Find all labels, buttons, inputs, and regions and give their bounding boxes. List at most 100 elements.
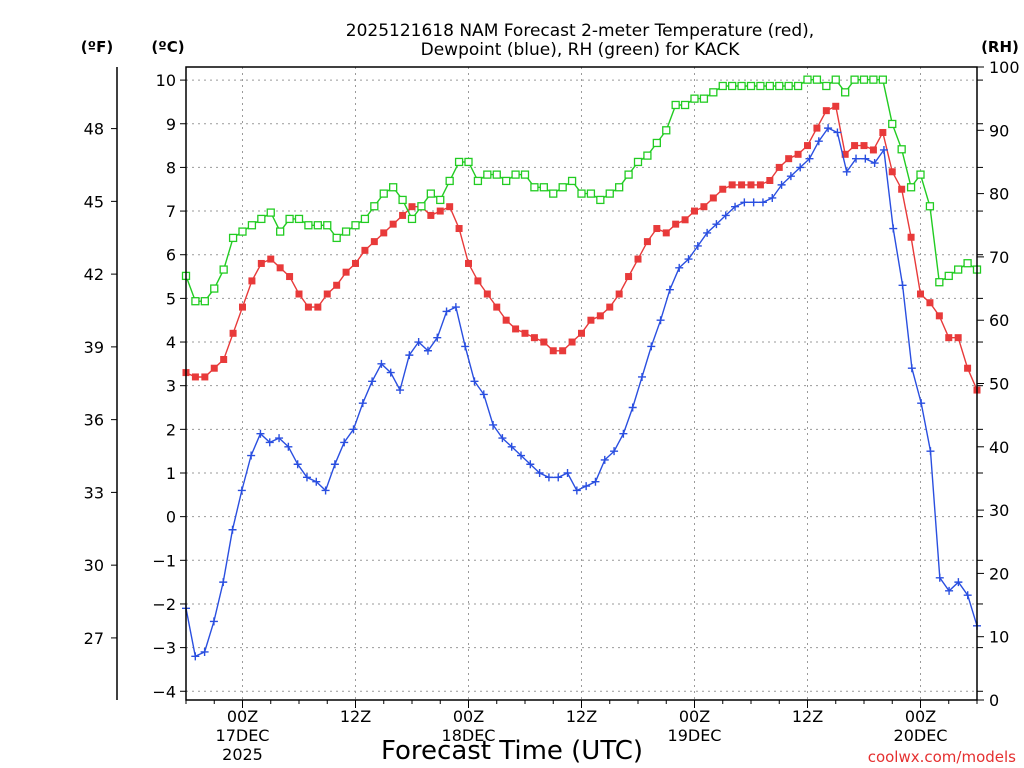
rh-point [379,189,388,198]
dewpoint-point [824,124,833,133]
dewpoint-point [740,198,749,207]
celsius-tick-label: −1 [152,551,176,570]
dewpoint-point [935,573,944,582]
rh-point [370,202,379,211]
temperature-point [738,181,746,189]
fahrenheit-tick-label: 27 [84,629,104,648]
fahrenheit-unit-label: (ºF) [81,38,113,56]
time-tick-label: 00Z [905,707,936,726]
dewpoint-point [489,420,498,429]
temperature-point [333,281,341,289]
temperature-point [323,290,331,298]
rh-point [389,183,398,192]
rh-point [445,176,454,186]
time-tick-date: 20DEC [894,726,948,745]
rh-point [793,81,803,91]
fahrenheit-tick-label: 48 [84,120,104,139]
dewpoint-point [907,364,916,373]
rh-point [662,126,671,135]
temperature-point [540,338,548,346]
rh-tick-label: 100 [989,58,1020,77]
temperature-point [879,128,887,136]
rh-tick-label: 40 [989,438,1009,457]
dewpoint-point [768,193,777,202]
temperature-point [446,203,454,211]
dewpoint-point [302,473,311,482]
temperature-point [917,290,924,298]
dewpoint-point [219,578,228,587]
rh-point [916,170,925,179]
temperature-point [794,150,802,158]
temperature-point [653,225,661,233]
temperature-point [191,373,199,381]
rh-point [699,94,709,103]
temperature-point [361,246,369,254]
rh-point [191,297,200,306]
dewpoint-point [479,390,488,399]
dewpoint-point [805,154,814,163]
celsius-tick-label: 6 [166,246,176,265]
rh-point [464,157,473,167]
dewpoint-point [637,372,646,381]
dewpoint-point [879,145,888,154]
temperature-point [869,146,877,154]
rh-point [643,151,652,160]
rh-point [652,138,661,148]
dewpoint-point [405,351,414,360]
dewpoint-point [721,211,730,220]
temperature-point [813,124,821,132]
dewpoint-point [563,468,572,477]
fahrenheit-tick-label: 30 [84,556,104,575]
dewpoint-point [275,434,284,443]
time-tick-label: 00Z [453,707,484,726]
dewpoint-point [451,303,460,312]
chart-title-line2: Dewpoint (blue), RH (green) for KACK [421,40,741,60]
temperature-point [719,185,727,193]
rh-point [784,81,793,91]
dewpoint-point [498,434,507,443]
rh-point [520,170,530,179]
series-line [185,127,978,658]
dewpoint-point [247,451,256,460]
temperature-point [210,364,218,372]
temperature-point [700,203,708,211]
dewpoint-point [619,429,628,438]
rh-point [624,170,633,179]
rh-point [963,259,972,268]
temperature-point [860,142,868,150]
rh-point [775,81,784,91]
dewpoint-point [433,333,442,342]
temperature-point [389,220,397,228]
rh-point [680,100,690,110]
dewpoint-point [554,473,563,482]
dewpoint-point [582,482,591,491]
rh-point [219,265,228,274]
rh-point [313,221,322,230]
temperature-point [408,203,416,211]
rh-point [473,176,483,186]
celsius-unit-label: (ºC) [151,38,184,56]
rh-point [728,81,737,91]
series-rh [181,75,982,306]
celsius-tick-label: 10 [156,71,176,90]
dewpoint-point [963,591,972,600]
temperature-point [549,347,557,355]
rh-point [935,278,944,287]
temperature-point [512,325,520,333]
temperature-point [455,225,463,233]
rh-point [238,227,247,236]
time-tick-label: 12Z [792,707,823,726]
rh-tick-label: 60 [989,311,1009,330]
dewpoint-point [917,399,926,408]
temperature-point [295,290,303,298]
dewpoint-point [852,154,861,163]
rh-point [671,100,680,110]
dewpoint-point [758,198,767,207]
rh-point [586,189,596,198]
temperature-point [822,107,830,115]
dewpoint-point [517,451,526,460]
temperature-point [314,303,322,311]
rh-point [210,284,219,293]
temperature-point [643,238,651,246]
dewpoint-point [684,255,693,264]
